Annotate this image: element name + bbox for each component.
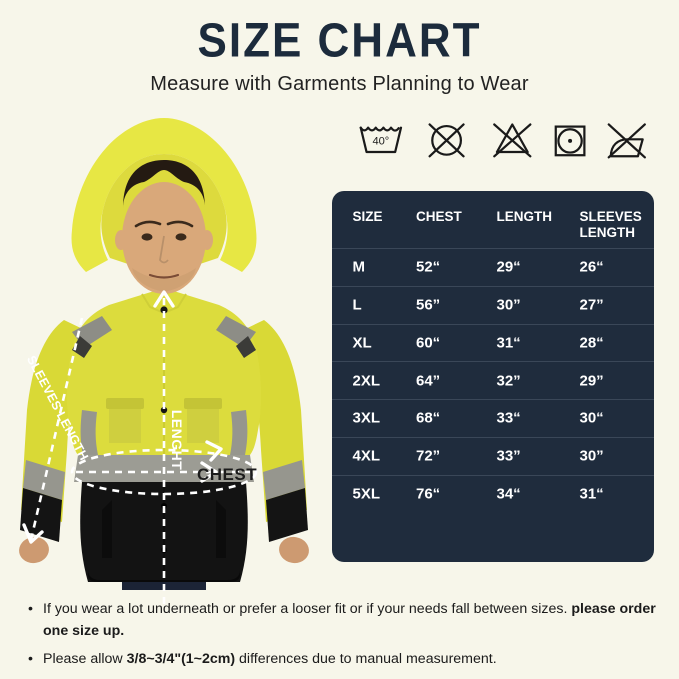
svg-text:CHEST: CHEST [197, 465, 257, 484]
svg-text:40°: 40° [372, 136, 389, 148]
svg-text:LENGHT: LENGHT [169, 410, 185, 471]
